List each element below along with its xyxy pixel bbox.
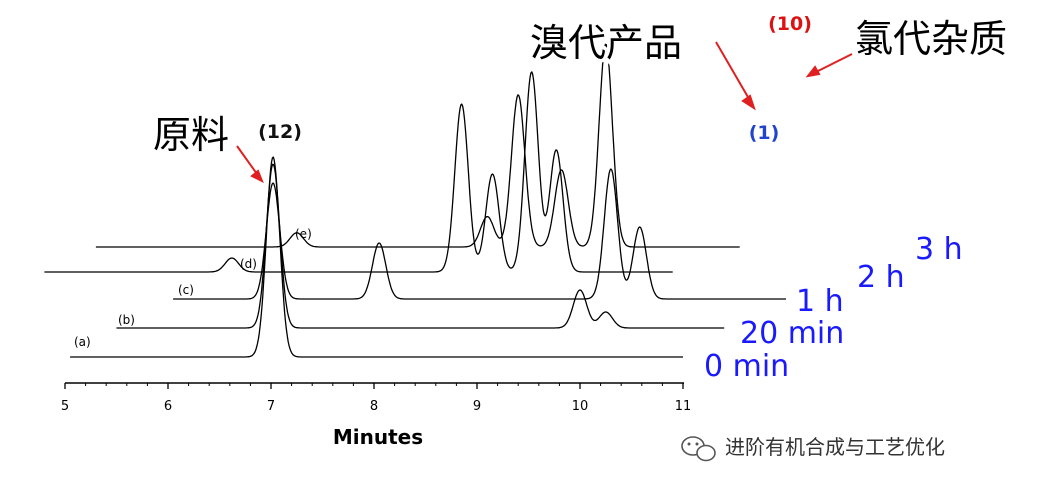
time-label: 0 min	[704, 349, 789, 384]
annotations: 原料 (12) 溴代产品 (1) 氯代杂质 (10)	[150, 13, 1011, 184]
x-axis: 5 6 7 8 9 10 11 Minutes	[61, 382, 691, 449]
raw-material-label: 原料	[153, 113, 229, 157]
x-tick-label: 9	[473, 399, 481, 414]
trace-line	[116, 163, 725, 329]
trace-line	[95, 43, 740, 248]
trace-c: (c) 1 h	[173, 168, 847, 322]
trace-tag: (c)	[178, 283, 194, 297]
x-tick-label: 11	[675, 399, 692, 414]
x-axis-title: Minutes	[333, 425, 423, 449]
bromo-product-label: 溴代产品	[530, 21, 682, 65]
chloro-impurity-arrow	[811, 53, 853, 75]
trace-tag: (d)	[240, 257, 257, 271]
trace-a: (a) 0 min	[70, 156, 792, 387]
trace-tag: (a)	[74, 335, 91, 349]
trace-e: (e) 3 h	[95, 43, 966, 270]
time-label: 20 min	[740, 316, 844, 351]
x-tick-label: 7	[267, 399, 275, 414]
trace-line	[70, 156, 683, 358]
traces: (a) 0 min (b) 20 min (c) 1 h (d) 2 h (e) 3 h	[44, 43, 966, 387]
time-label: 2 h	[857, 260, 905, 295]
x-axis-ticks: 5 6 7 8 9 10 11	[61, 383, 691, 414]
time-label: 1 h	[796, 284, 844, 319]
bromo-product-arrowhead	[741, 94, 756, 111]
trace-d: (d) 2 h	[44, 71, 908, 298]
chloro-impurity-number: (10)	[768, 13, 812, 35]
bromo-product-arrow	[715, 41, 753, 105]
wechat-icon	[681, 436, 716, 462]
trace-line	[173, 168, 786, 300]
watermark-text: 进阶有机合成与工艺优化	[725, 435, 945, 459]
trace-line	[44, 71, 673, 273]
time-label: 3 h	[915, 232, 963, 267]
watermark: 进阶有机合成与工艺优化	[681, 435, 945, 462]
x-tick-label: 8	[370, 399, 378, 414]
bromo-product-number: (1)	[749, 122, 780, 144]
raw-material-arrowhead	[250, 169, 264, 184]
chloro-impurity-label: 氯代杂质	[855, 17, 1007, 61]
chloro-impurity-arrowhead	[805, 65, 821, 78]
raw-material-number: (12)	[258, 121, 302, 143]
x-tick-label: 5	[61, 399, 69, 414]
trace-tag: (b)	[118, 313, 135, 327]
x-tick-label: 10	[572, 399, 589, 414]
trace-tag: (e)	[295, 227, 312, 241]
x-tick-label: 6	[164, 399, 172, 414]
trace-b: (b) 20 min	[116, 163, 847, 354]
